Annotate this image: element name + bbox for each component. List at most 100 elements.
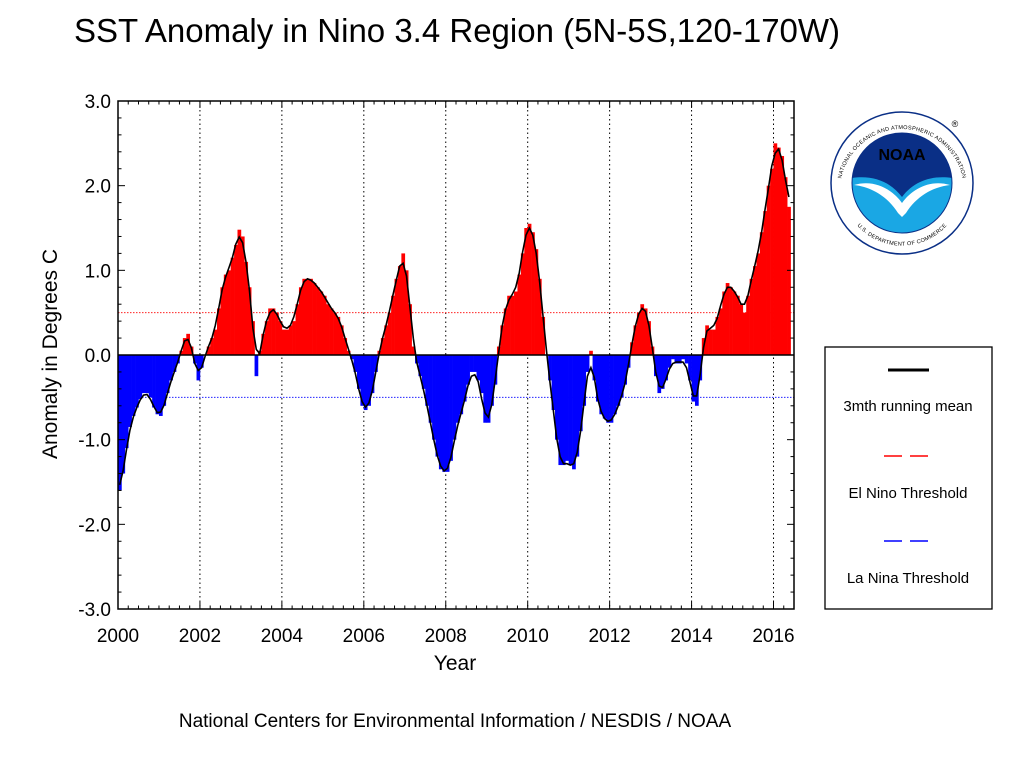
anomaly-bar (244, 261, 249, 355)
anomaly-bar (766, 185, 771, 355)
anomaly-bar (165, 355, 170, 394)
anomaly-bar (787, 206, 791, 355)
anomaly-bar (759, 232, 764, 355)
anomaly-bar (674, 355, 679, 364)
anomaly-bar (230, 257, 235, 355)
anomaly-bar (534, 249, 539, 355)
anomaly-bar (671, 355, 675, 360)
anomaly-bar (261, 333, 266, 355)
anomaly-bar (271, 308, 276, 355)
x-tick-label: 2002 (179, 626, 221, 647)
anomaly-bar (783, 177, 788, 355)
anomaly-bar (319, 291, 324, 355)
anomaly-bar (360, 355, 365, 406)
anomaly-bar (531, 232, 535, 355)
anomaly-bar (729, 287, 733, 355)
anomaly-bar (367, 355, 371, 406)
anomaly-bar (210, 338, 214, 355)
anomaly-bar (182, 338, 187, 355)
anomaly-bar (135, 355, 139, 408)
anomaly-bar (326, 304, 330, 355)
anomaly-bar (537, 278, 542, 355)
noaa-wordmark: NOAA (878, 147, 926, 164)
anomaly-bar (391, 295, 395, 355)
anomaly-bar (438, 355, 443, 470)
anomaly-bar (551, 355, 556, 411)
anomaly-bar (735, 295, 740, 355)
x-tick-label: 2010 (507, 626, 549, 647)
anomaly-bar (660, 355, 665, 389)
x-tick-label: 2000 (97, 626, 139, 647)
anomaly-bar (643, 308, 648, 355)
anomaly-bar (667, 355, 672, 368)
anomaly-bar (623, 355, 628, 385)
anomaly-bar (466, 355, 470, 385)
anomaly-bar (220, 287, 225, 355)
anomaly-bar (500, 325, 505, 355)
anomaly-bar (456, 355, 460, 423)
anomaly-bar (780, 156, 785, 355)
anomaly-bar (722, 291, 727, 355)
legend-la-nina-label: La Nina Threshold (847, 570, 969, 587)
anomaly-bar (739, 304, 744, 355)
anomaly-bar (613, 355, 617, 415)
legend-box (824, 346, 993, 610)
anomaly-bar (445, 355, 450, 472)
anomaly-bar (305, 278, 310, 355)
anomaly-bar (619, 355, 624, 398)
anomaly-bar (746, 295, 750, 355)
anomaly-bar (578, 355, 583, 432)
anomaly-bar (121, 355, 126, 474)
anomaly-bar (240, 236, 245, 355)
anomaly-bar (152, 355, 156, 408)
anomaly-bar (514, 291, 518, 355)
y-tick-labels: -3.0 -2.0 -1.0 0.0 1.0 2.0 3.0 (78, 92, 111, 621)
anomaly-bar (582, 355, 587, 406)
anomaly-bar (124, 355, 129, 449)
x-tick-label: 2012 (588, 626, 630, 647)
anomaly-bar (421, 355, 426, 389)
anomaly-bar (247, 287, 252, 355)
anomaly-bar (278, 321, 283, 355)
anomaly-bar (339, 325, 344, 355)
chart-title: SST Anomaly in Nino 3.4 Region (5N-5S,12… (74, 12, 840, 49)
anomaly-bar (141, 355, 146, 394)
anomaly-bar (490, 355, 494, 406)
anomaly-bar (684, 355, 689, 364)
anomaly-bar (401, 253, 406, 355)
anomaly-bar (479, 355, 484, 394)
anomaly-bar (503, 308, 508, 355)
anomaly-bar (370, 355, 375, 394)
anomaly-bar (558, 355, 563, 466)
anomaly-bar (561, 355, 566, 466)
anomaly-bar (292, 321, 296, 355)
anomaly-bars (118, 143, 791, 491)
anomaly-bar (435, 355, 440, 457)
anomaly-bar (520, 253, 525, 355)
anomaly-bar (288, 325, 293, 355)
anomaly-bar (708, 329, 713, 355)
anomaly-bar (353, 355, 358, 372)
anomaly-bar (336, 316, 341, 355)
anomaly-bar (657, 355, 662, 394)
anomaly-bar (694, 355, 699, 406)
plot-area (117, 100, 795, 610)
anomaly-bar (418, 355, 423, 377)
anomaly-bar (592, 355, 597, 381)
anomaly-bar (285, 329, 290, 355)
anomaly-bar (681, 355, 686, 360)
anomaly-bar (712, 329, 716, 355)
anomaly-bar (394, 278, 399, 355)
anomaly-bar (254, 355, 259, 377)
y-tick-label: -1.0 (78, 431, 111, 452)
anomaly-bar (227, 270, 231, 355)
anomaly-bar (776, 147, 781, 355)
anomaly-bar (158, 355, 163, 416)
anomaly-bar (302, 278, 307, 355)
x-tick-label: 2008 (425, 626, 467, 647)
anomaly-bar (223, 274, 228, 355)
anomaly-bar (647, 321, 651, 355)
anomaly-bar (585, 355, 590, 372)
anomaly-bar (572, 355, 576, 470)
